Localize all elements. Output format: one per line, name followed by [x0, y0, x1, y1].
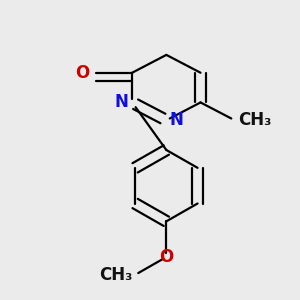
Text: N: N [115, 93, 129, 111]
Text: O: O [75, 64, 89, 82]
Text: CH₃: CH₃ [238, 111, 272, 129]
Text: CH₃: CH₃ [99, 266, 133, 284]
Text: O: O [159, 248, 173, 266]
Text: N: N [170, 111, 184, 129]
